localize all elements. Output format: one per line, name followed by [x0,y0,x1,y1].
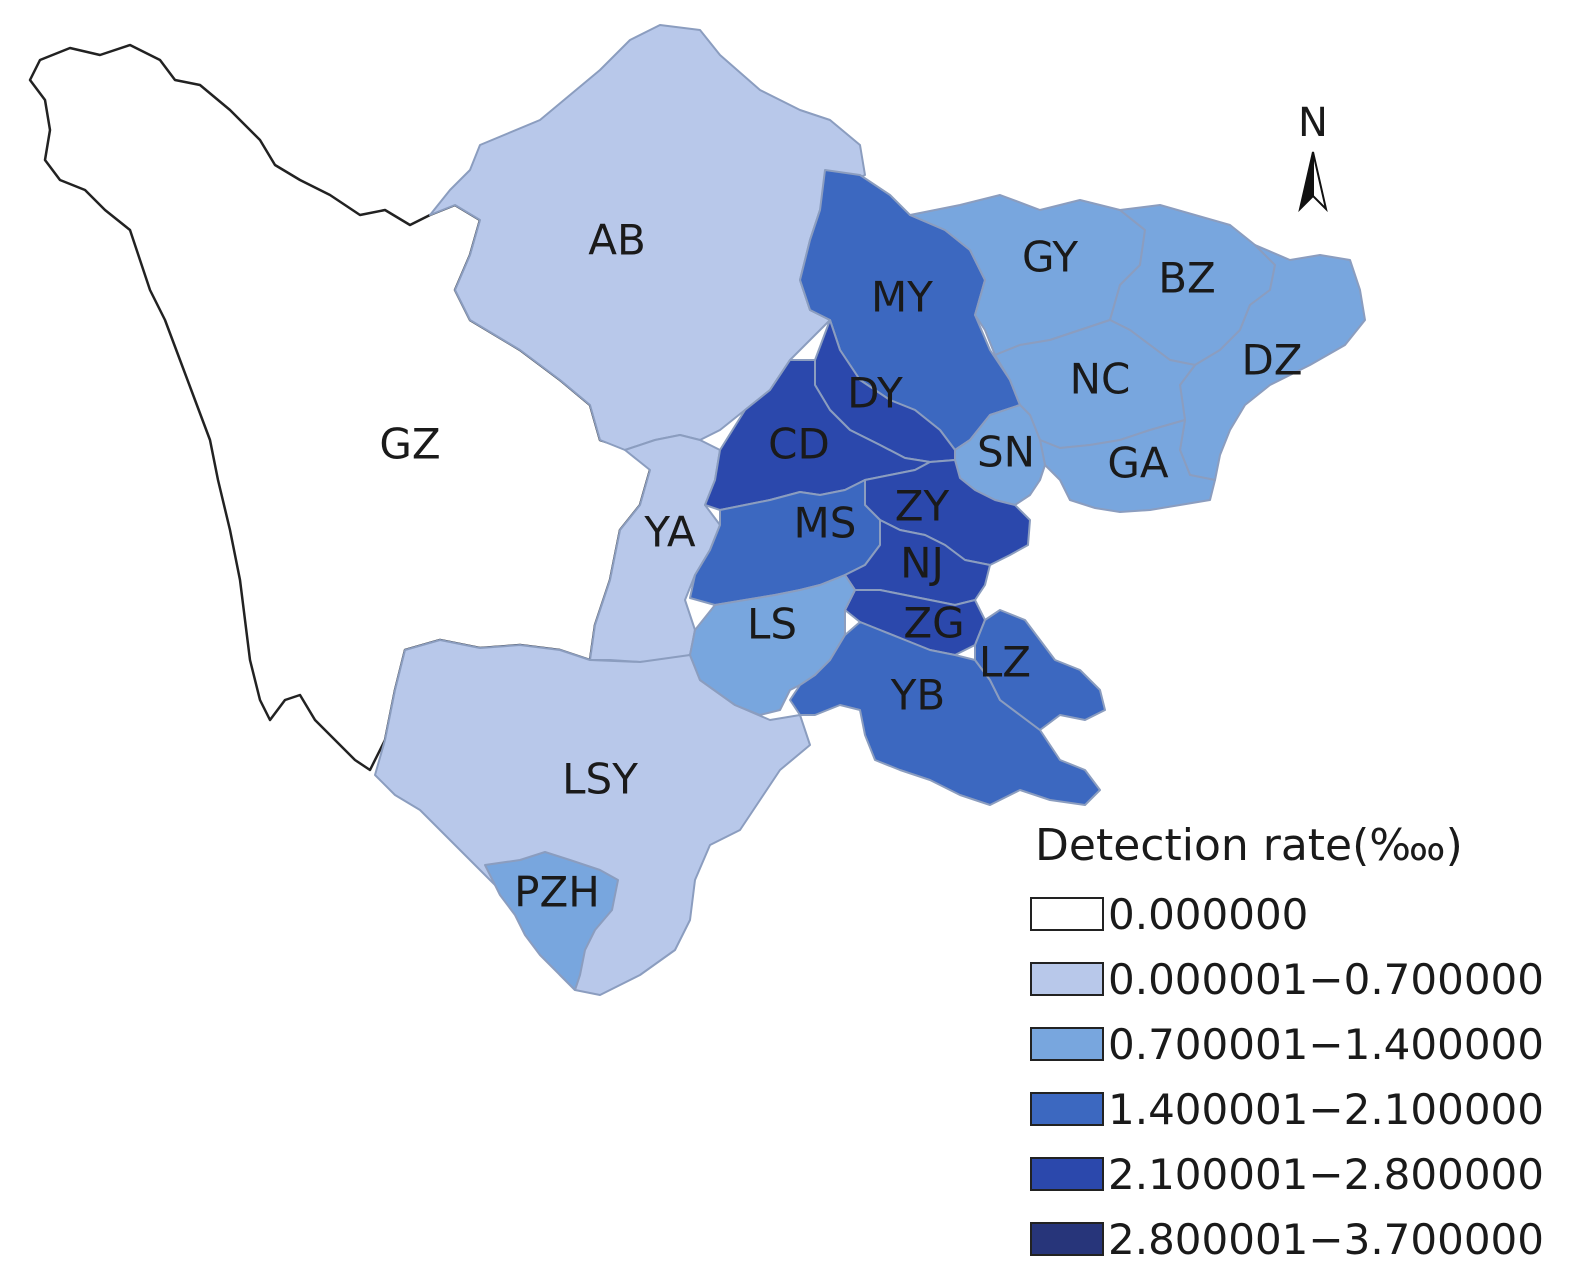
region-label: LSY [562,755,638,804]
region-label: MY [871,273,933,322]
legend-item: 2.800001−3.700000 [1030,1214,1544,1264]
region-DZ [1179,244,1366,481]
region-label: LZ [979,638,1031,687]
region-label: YB [890,671,945,720]
region-label: DY [847,369,903,418]
legend-label: 1.400001−2.100000 [1108,1084,1544,1134]
legend-label: 0.700001−1.400000 [1108,1019,1544,1069]
legend-swatch [1030,962,1104,996]
region-label: BZ [1158,254,1216,303]
legend-label: 0.000000 [1108,889,1309,939]
region-label: GZ [379,420,440,469]
region-LZ [974,609,1106,731]
region-label: LS [747,600,797,649]
region-LSY [374,639,811,996]
region-GA [1039,419,1216,513]
legend-swatch [1030,1027,1104,1061]
legend-swatch [1030,897,1104,931]
legend-item: 1.400001−2.100000 [1030,1084,1544,1134]
legend-item: 0.000000 [1030,889,1309,939]
legend-label: 2.100001−2.800000 [1108,1149,1544,1199]
region-label: NC [1070,355,1131,404]
legend-title: Detection rate(‱) [1035,820,1463,871]
legend-swatch [1030,1092,1104,1126]
region-label: YA [643,508,695,557]
region-label: MS [794,499,857,548]
legend-label: 0.000001−0.700000 [1108,954,1544,1004]
region-YB [789,621,1101,806]
region-label: SN [977,428,1035,477]
region-PZH [484,851,619,991]
legend-item: 0.000001−0.700000 [1030,954,1544,1004]
region-label: DZ [1241,336,1302,385]
region-label: PZH [514,868,600,917]
region-label: AB [588,216,646,265]
region-label: ZG [903,599,964,648]
legend-swatch [1030,1157,1104,1191]
region-label: GA [1107,439,1169,488]
region-label: ZY [895,482,950,531]
north-arrow-label: N [1298,104,1328,146]
north-arrow-icon: N [1298,104,1328,213]
region-label: GY [1022,233,1078,282]
legend-item: 0.700001−1.400000 [1030,1019,1544,1069]
region-label: NJ [900,539,944,588]
legend-label: 2.800001−3.700000 [1108,1214,1544,1264]
legend-swatch [1030,1222,1104,1256]
legend-item: 2.100001−2.800000 [1030,1149,1544,1199]
region-label: CD [768,420,830,469]
